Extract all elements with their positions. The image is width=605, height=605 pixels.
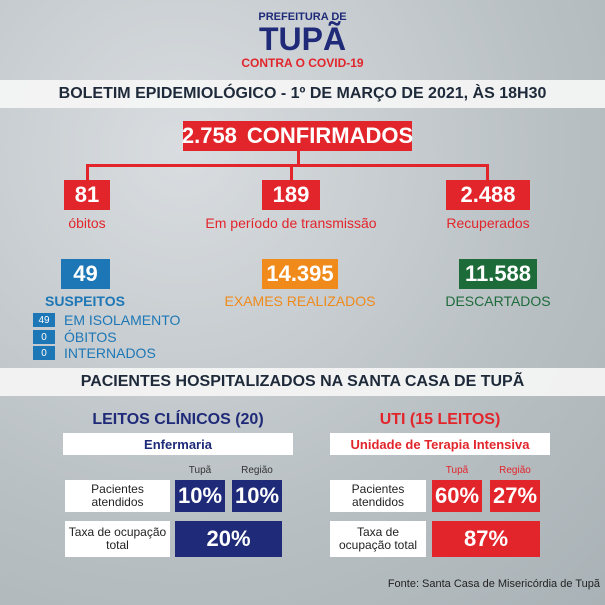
- connector: [297, 151, 300, 165]
- percent: 10%: [175, 480, 225, 512]
- percent: 60%: [432, 480, 482, 512]
- connector: [86, 164, 89, 180]
- suspect-value: 0: [33, 346, 55, 360]
- column-header: Região: [499, 464, 531, 476]
- row-label: Pacientes atendidos: [330, 480, 426, 512]
- hospital-title: PACIENTES HOSPITALIZADOS NA SANTA CASA D…: [0, 368, 605, 396]
- row-label: Taxa de ocupação total: [330, 521, 426, 557]
- stat-label: Em período de transmissão: [205, 215, 377, 231]
- ward-unit: Enfermaria: [63, 433, 293, 455]
- suspect-value: 49: [33, 313, 55, 327]
- campaign: CONTRA O COVID-19: [241, 56, 364, 70]
- ward-title: UTI (15 LEITOS): [379, 411, 501, 428]
- test-value: 14.395: [262, 259, 338, 289]
- test-label: DESCARTADOS: [445, 293, 551, 309]
- stat-value: 2.488: [446, 180, 530, 210]
- prefecture: PREFEITURA DE: [258, 11, 347, 23]
- column-header: Tupã: [188, 464, 212, 476]
- column-header: Tupã: [445, 464, 469, 476]
- test-label: EXAMES REALIZADOS: [224, 293, 376, 309]
- city: TUPÃ: [258, 20, 347, 57]
- suspect-label: INTERNADOS: [64, 345, 156, 361]
- row-label: Pacientes atendidos: [65, 480, 170, 512]
- test-value: 11.588: [459, 259, 537, 289]
- row-label: Taxa de ocupação total: [65, 521, 170, 557]
- test-value: 49: [61, 259, 110, 289]
- bulletin: BOLETIM EPIDEMIOLÓGICO - 1º DE MARÇO DE …: [0, 80, 605, 108]
- confirmed-value: 2.758: [181, 123, 237, 148]
- test-label: SUSPEITOS: [45, 293, 125, 309]
- stat-value: 189: [262, 180, 320, 210]
- percent: 27%: [490, 480, 540, 512]
- connector: [290, 164, 293, 180]
- connector: [86, 164, 489, 167]
- suspect-value: 0: [33, 330, 55, 344]
- stat-label: óbitos: [68, 215, 106, 231]
- suspect-label: EM ISOLAMENTO: [64, 312, 181, 328]
- confirmed-box: 2.758 CONFIRMADOS: [181, 121, 414, 151]
- ward-title: LEITOS CLÍNICOS (20): [92, 411, 264, 428]
- percent: 87%: [432, 521, 540, 557]
- percent: 20%: [175, 521, 282, 557]
- stat-label: Recuperados: [446, 215, 530, 231]
- confirmed-label: CONFIRMADOS: [246, 123, 414, 148]
- ward-unit: Unidade de Terapia Intensiva: [330, 433, 550, 455]
- suspect-label: ÓBITOS: [64, 329, 117, 345]
- source: Fonte: Santa Casa de Misericórdia de Tup…: [387, 578, 600, 590]
- percent: 10%: [232, 480, 282, 512]
- connector: [486, 164, 489, 180]
- column-header: Região: [241, 464, 273, 476]
- stat-value: 81: [64, 180, 110, 210]
